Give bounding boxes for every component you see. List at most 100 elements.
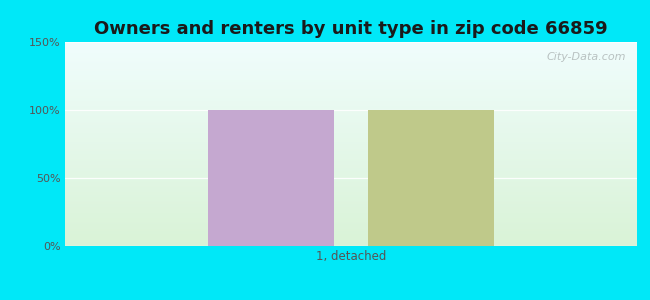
- Bar: [65, 126, 637, 127]
- Bar: [65, 72, 637, 73]
- Bar: [65, 136, 637, 137]
- Bar: [65, 188, 637, 189]
- Bar: [65, 151, 637, 152]
- Bar: [65, 213, 637, 214]
- Bar: [65, 193, 637, 194]
- Bar: [65, 113, 637, 114]
- Bar: [65, 133, 637, 134]
- Bar: [65, 153, 637, 154]
- Bar: [65, 233, 637, 234]
- Bar: [65, 239, 637, 240]
- Bar: [65, 56, 637, 57]
- Bar: [65, 94, 637, 95]
- Bar: [65, 112, 637, 113]
- Bar: [65, 149, 637, 150]
- Bar: [65, 62, 637, 63]
- Bar: [65, 51, 637, 52]
- Bar: [65, 209, 637, 210]
- Bar: [65, 167, 637, 169]
- Bar: [65, 192, 637, 193]
- Bar: [65, 74, 637, 75]
- Bar: [65, 195, 637, 196]
- Bar: [65, 139, 637, 140]
- Bar: [65, 198, 637, 199]
- Bar: [65, 157, 637, 158]
- Bar: [65, 175, 637, 176]
- Bar: [65, 138, 637, 139]
- Bar: [65, 118, 637, 119]
- Bar: [65, 184, 637, 185]
- Bar: [65, 190, 637, 191]
- Bar: [65, 200, 637, 201]
- Bar: [65, 203, 637, 204]
- Bar: [65, 63, 637, 64]
- Bar: [65, 73, 637, 74]
- Bar: [65, 44, 637, 45]
- Bar: [65, 237, 637, 238]
- Bar: [65, 68, 637, 70]
- Bar: [65, 212, 637, 213]
- Bar: [65, 143, 637, 144]
- Bar: [65, 70, 637, 72]
- Bar: [65, 132, 637, 133]
- Bar: [65, 221, 637, 223]
- Bar: [208, 110, 334, 246]
- Bar: [65, 87, 637, 88]
- Bar: [65, 127, 637, 128]
- Bar: [65, 178, 637, 179]
- Bar: [65, 59, 637, 60]
- Bar: [65, 57, 637, 58]
- Bar: [65, 90, 637, 91]
- Bar: [65, 118, 637, 119]
- Bar: [65, 148, 637, 149]
- Bar: [65, 169, 637, 170]
- Bar: [65, 140, 637, 141]
- Bar: [65, 106, 637, 107]
- Bar: [65, 47, 637, 48]
- Bar: [65, 107, 637, 108]
- Bar: [65, 232, 637, 233]
- Bar: [65, 98, 637, 99]
- Bar: [65, 211, 637, 212]
- Text: City-Data.com: City-Data.com: [546, 52, 625, 62]
- Bar: [65, 210, 637, 211]
- Bar: [65, 141, 637, 142]
- Bar: [65, 201, 637, 202]
- Bar: [65, 231, 637, 232]
- Bar: [65, 95, 637, 96]
- Bar: [65, 185, 637, 186]
- Bar: [65, 229, 637, 230]
- Bar: [65, 111, 637, 112]
- Bar: [65, 137, 637, 138]
- Bar: [65, 177, 637, 178]
- Title: Owners and renters by unit type in zip code 66859: Owners and renters by unit type in zip c…: [94, 20, 608, 38]
- Bar: [65, 183, 637, 184]
- Bar: [65, 230, 637, 231]
- Bar: [65, 46, 637, 47]
- Bar: [65, 235, 637, 236]
- Bar: [65, 103, 637, 104]
- Bar: [65, 116, 637, 118]
- Bar: [65, 206, 637, 207]
- Bar: [65, 154, 637, 155]
- Bar: [65, 99, 637, 100]
- Bar: [65, 179, 637, 180]
- Bar: [65, 119, 637, 121]
- Bar: [65, 228, 637, 229]
- Bar: [65, 58, 637, 59]
- Bar: [65, 172, 637, 174]
- Bar: [65, 196, 637, 197]
- Bar: [65, 134, 637, 135]
- Bar: [65, 108, 637, 109]
- Bar: [65, 52, 637, 53]
- Bar: [65, 160, 637, 161]
- Bar: [65, 243, 637, 244]
- Bar: [65, 135, 637, 136]
- Bar: [65, 197, 637, 198]
- Bar: [65, 88, 637, 89]
- Bar: [65, 241, 637, 242]
- Bar: [65, 100, 637, 101]
- Bar: [65, 158, 637, 159]
- Bar: [65, 205, 637, 206]
- Bar: [65, 45, 637, 46]
